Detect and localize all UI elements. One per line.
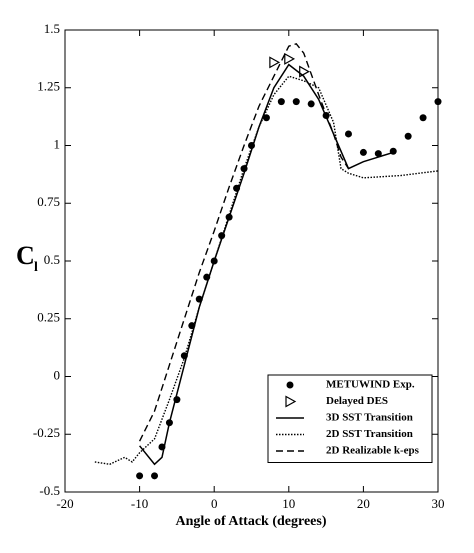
x-tick-label: 30 [432, 496, 445, 511]
legend-swatch [285, 395, 297, 408]
data-point [434, 98, 442, 106]
data-point [277, 98, 285, 106]
y-axis-label: C [16, 241, 35, 270]
data-point [136, 472, 144, 480]
data-point [284, 52, 296, 65]
y-tick-label: 0.5 [44, 252, 60, 267]
y-tick-label: 0.25 [37, 310, 60, 325]
legend-label: 2D Realizable k-eps [326, 445, 420, 457]
y-tick-label: 0.75 [37, 194, 60, 209]
data-point [359, 148, 367, 156]
x-tick-label: -20 [56, 496, 73, 511]
x-axis-label: Angle of Attack (degrees) [176, 514, 327, 529]
data-line [138, 43, 350, 442]
data-point [374, 150, 382, 158]
data-point [299, 65, 310, 78]
data-point [262, 114, 270, 122]
y-tick-label: 1.25 [37, 79, 60, 94]
data-point [404, 132, 412, 140]
legend-swatch [286, 381, 294, 389]
data-point [151, 472, 159, 480]
y-tick-label: 1 [54, 136, 61, 151]
x-tick-label: -10 [131, 496, 148, 511]
y-tick-label: -0.25 [33, 425, 60, 440]
data-point [307, 100, 315, 108]
x-tick-label: 20 [357, 496, 370, 511]
data-point [419, 114, 427, 122]
data-line [94, 75, 439, 466]
data-point [344, 130, 352, 138]
y-tick-label: 0 [54, 367, 61, 382]
legend-label: Delayed DES [326, 395, 388, 407]
legend-label: 2D SST Transition [326, 428, 413, 440]
data-point [292, 98, 300, 106]
x-tick-label: 0 [211, 496, 218, 511]
y-tick-label: 1.5 [44, 21, 60, 36]
x-tick-label: 10 [282, 496, 295, 511]
y-axis-label-subscript: l [34, 260, 38, 275]
legend-label: METUWIND Exp. [326, 379, 415, 391]
legend-label: 3D SST Transition [326, 412, 413, 424]
y-tick-label: -0.5 [39, 483, 60, 498]
data-point [269, 56, 281, 69]
